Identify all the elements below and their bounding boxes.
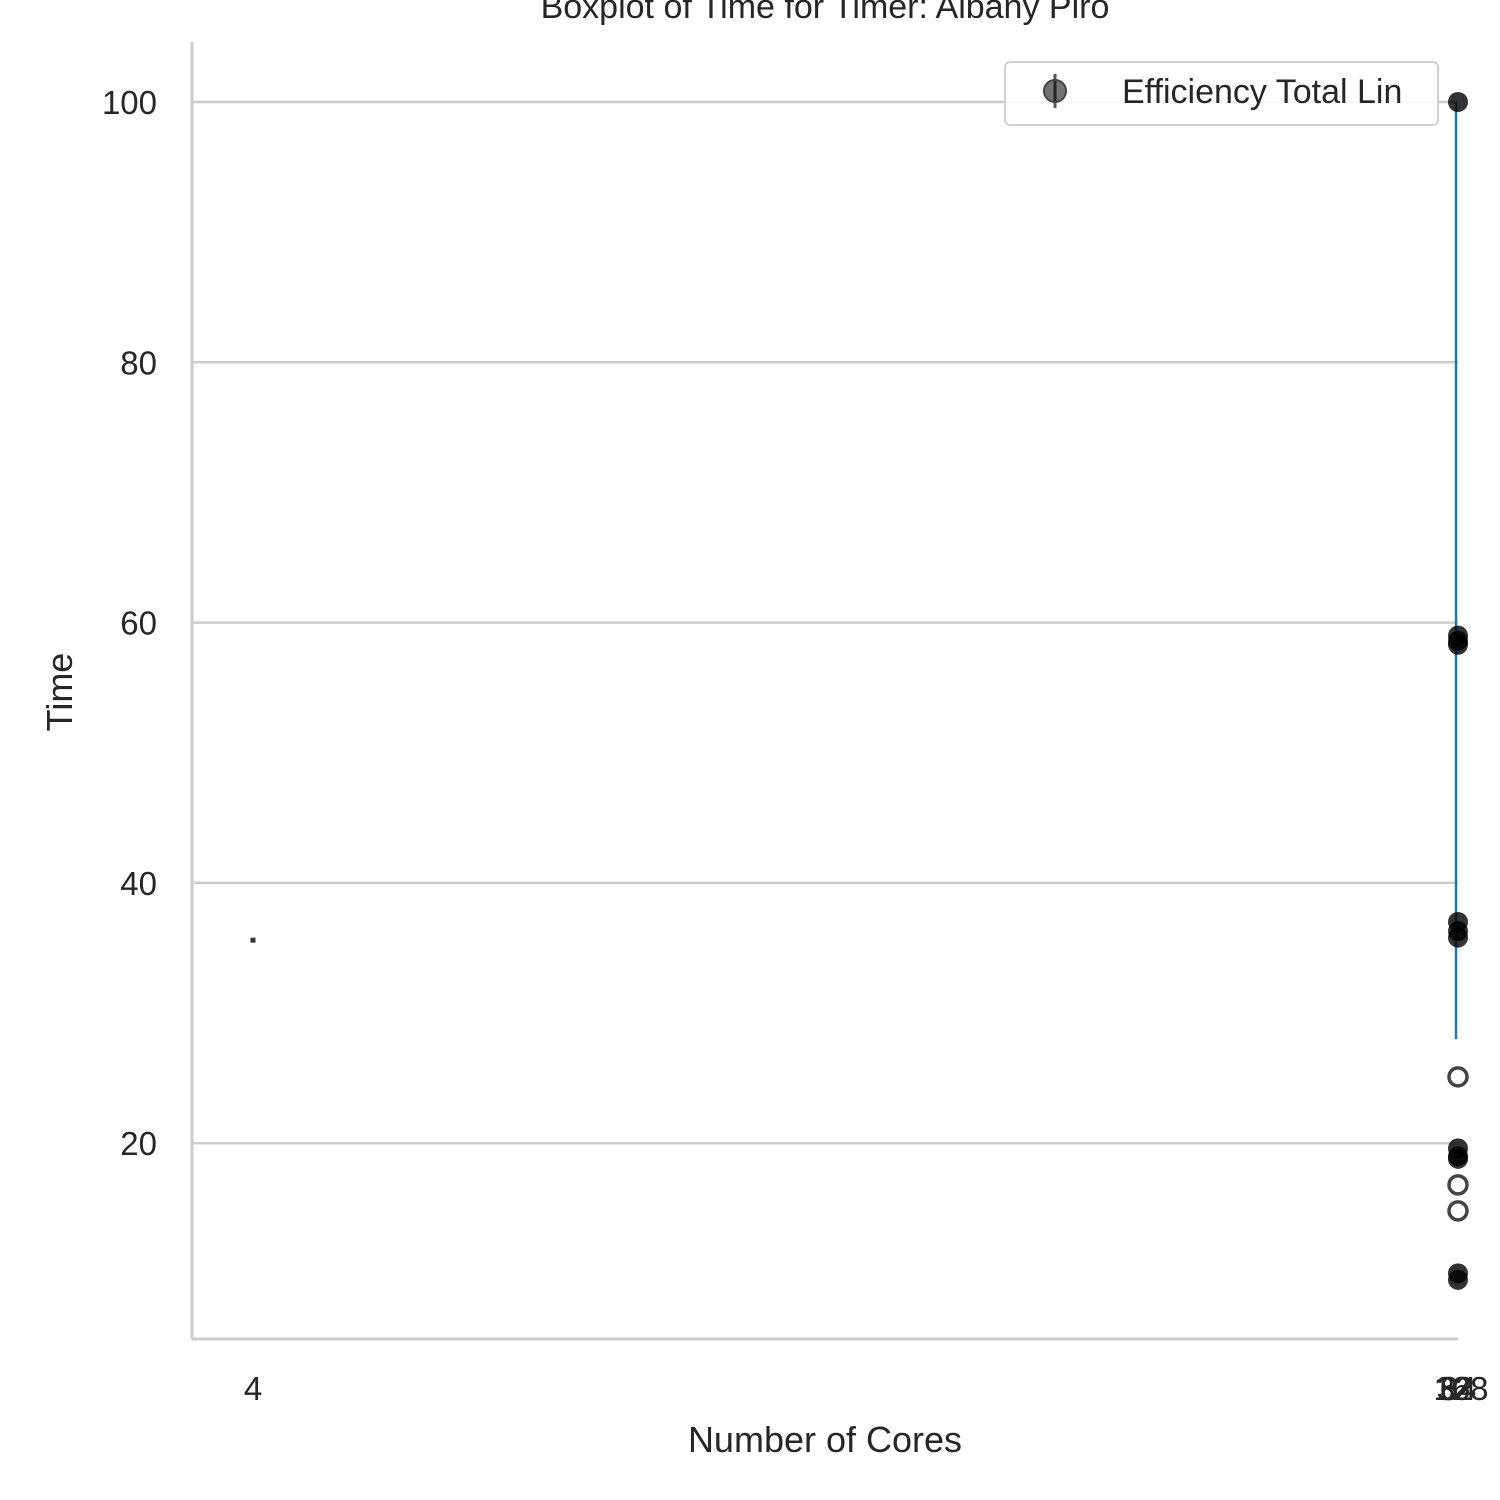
y-tick-labels: 20 40 60 80 100 bbox=[102, 84, 157, 1162]
data-point-11 bbox=[1448, 1148, 1468, 1169]
chart-title: Boxplot of Time for Timer: Albany Piro bbox=[541, 0, 1110, 26]
data-point-1 bbox=[1448, 92, 1468, 112]
x-tick-label-32: 32 bbox=[1437, 1370, 1474, 1407]
y-tick-label-100: 100 bbox=[102, 84, 157, 121]
data-point-4 bbox=[1448, 634, 1468, 655]
y-tick-label-40: 40 bbox=[120, 865, 157, 902]
data-point-7 bbox=[1448, 927, 1468, 948]
legend-marker-icon bbox=[1043, 79, 1067, 103]
legend: Efficiency Total Lin bbox=[1004, 61, 1439, 126]
data-points bbox=[250, 92, 1469, 1290]
data-point-8 bbox=[1447, 1066, 1469, 1088]
data-point-15 bbox=[1448, 1269, 1468, 1290]
x-axis-label: Number of Cores bbox=[688, 1419, 962, 1460]
y-axis-label: Time bbox=[39, 653, 80, 732]
legend-entry-label: Efficiency Total Lin bbox=[1122, 73, 1402, 111]
y-tick-label-20: 20 bbox=[120, 1125, 157, 1162]
y-tick-label-60: 60 bbox=[120, 605, 157, 642]
x-tick-label-4: 4 bbox=[244, 1370, 262, 1407]
x-tick-label-16: 16 bbox=[1434, 1370, 1471, 1407]
x-tick-label-128: 128 bbox=[1433, 1370, 1488, 1407]
data-point-12 bbox=[1447, 1174, 1469, 1196]
data-point-0 bbox=[250, 937, 256, 943]
legend-box bbox=[1004, 61, 1439, 126]
y-tick-label-80: 80 bbox=[120, 344, 157, 381]
grid-lines bbox=[192, 100, 1458, 1145]
x-tick-label-64: 64 bbox=[1440, 1370, 1477, 1407]
x-tick-label-8: 8 bbox=[1440, 1370, 1458, 1407]
data-point-13 bbox=[1447, 1200, 1469, 1222]
